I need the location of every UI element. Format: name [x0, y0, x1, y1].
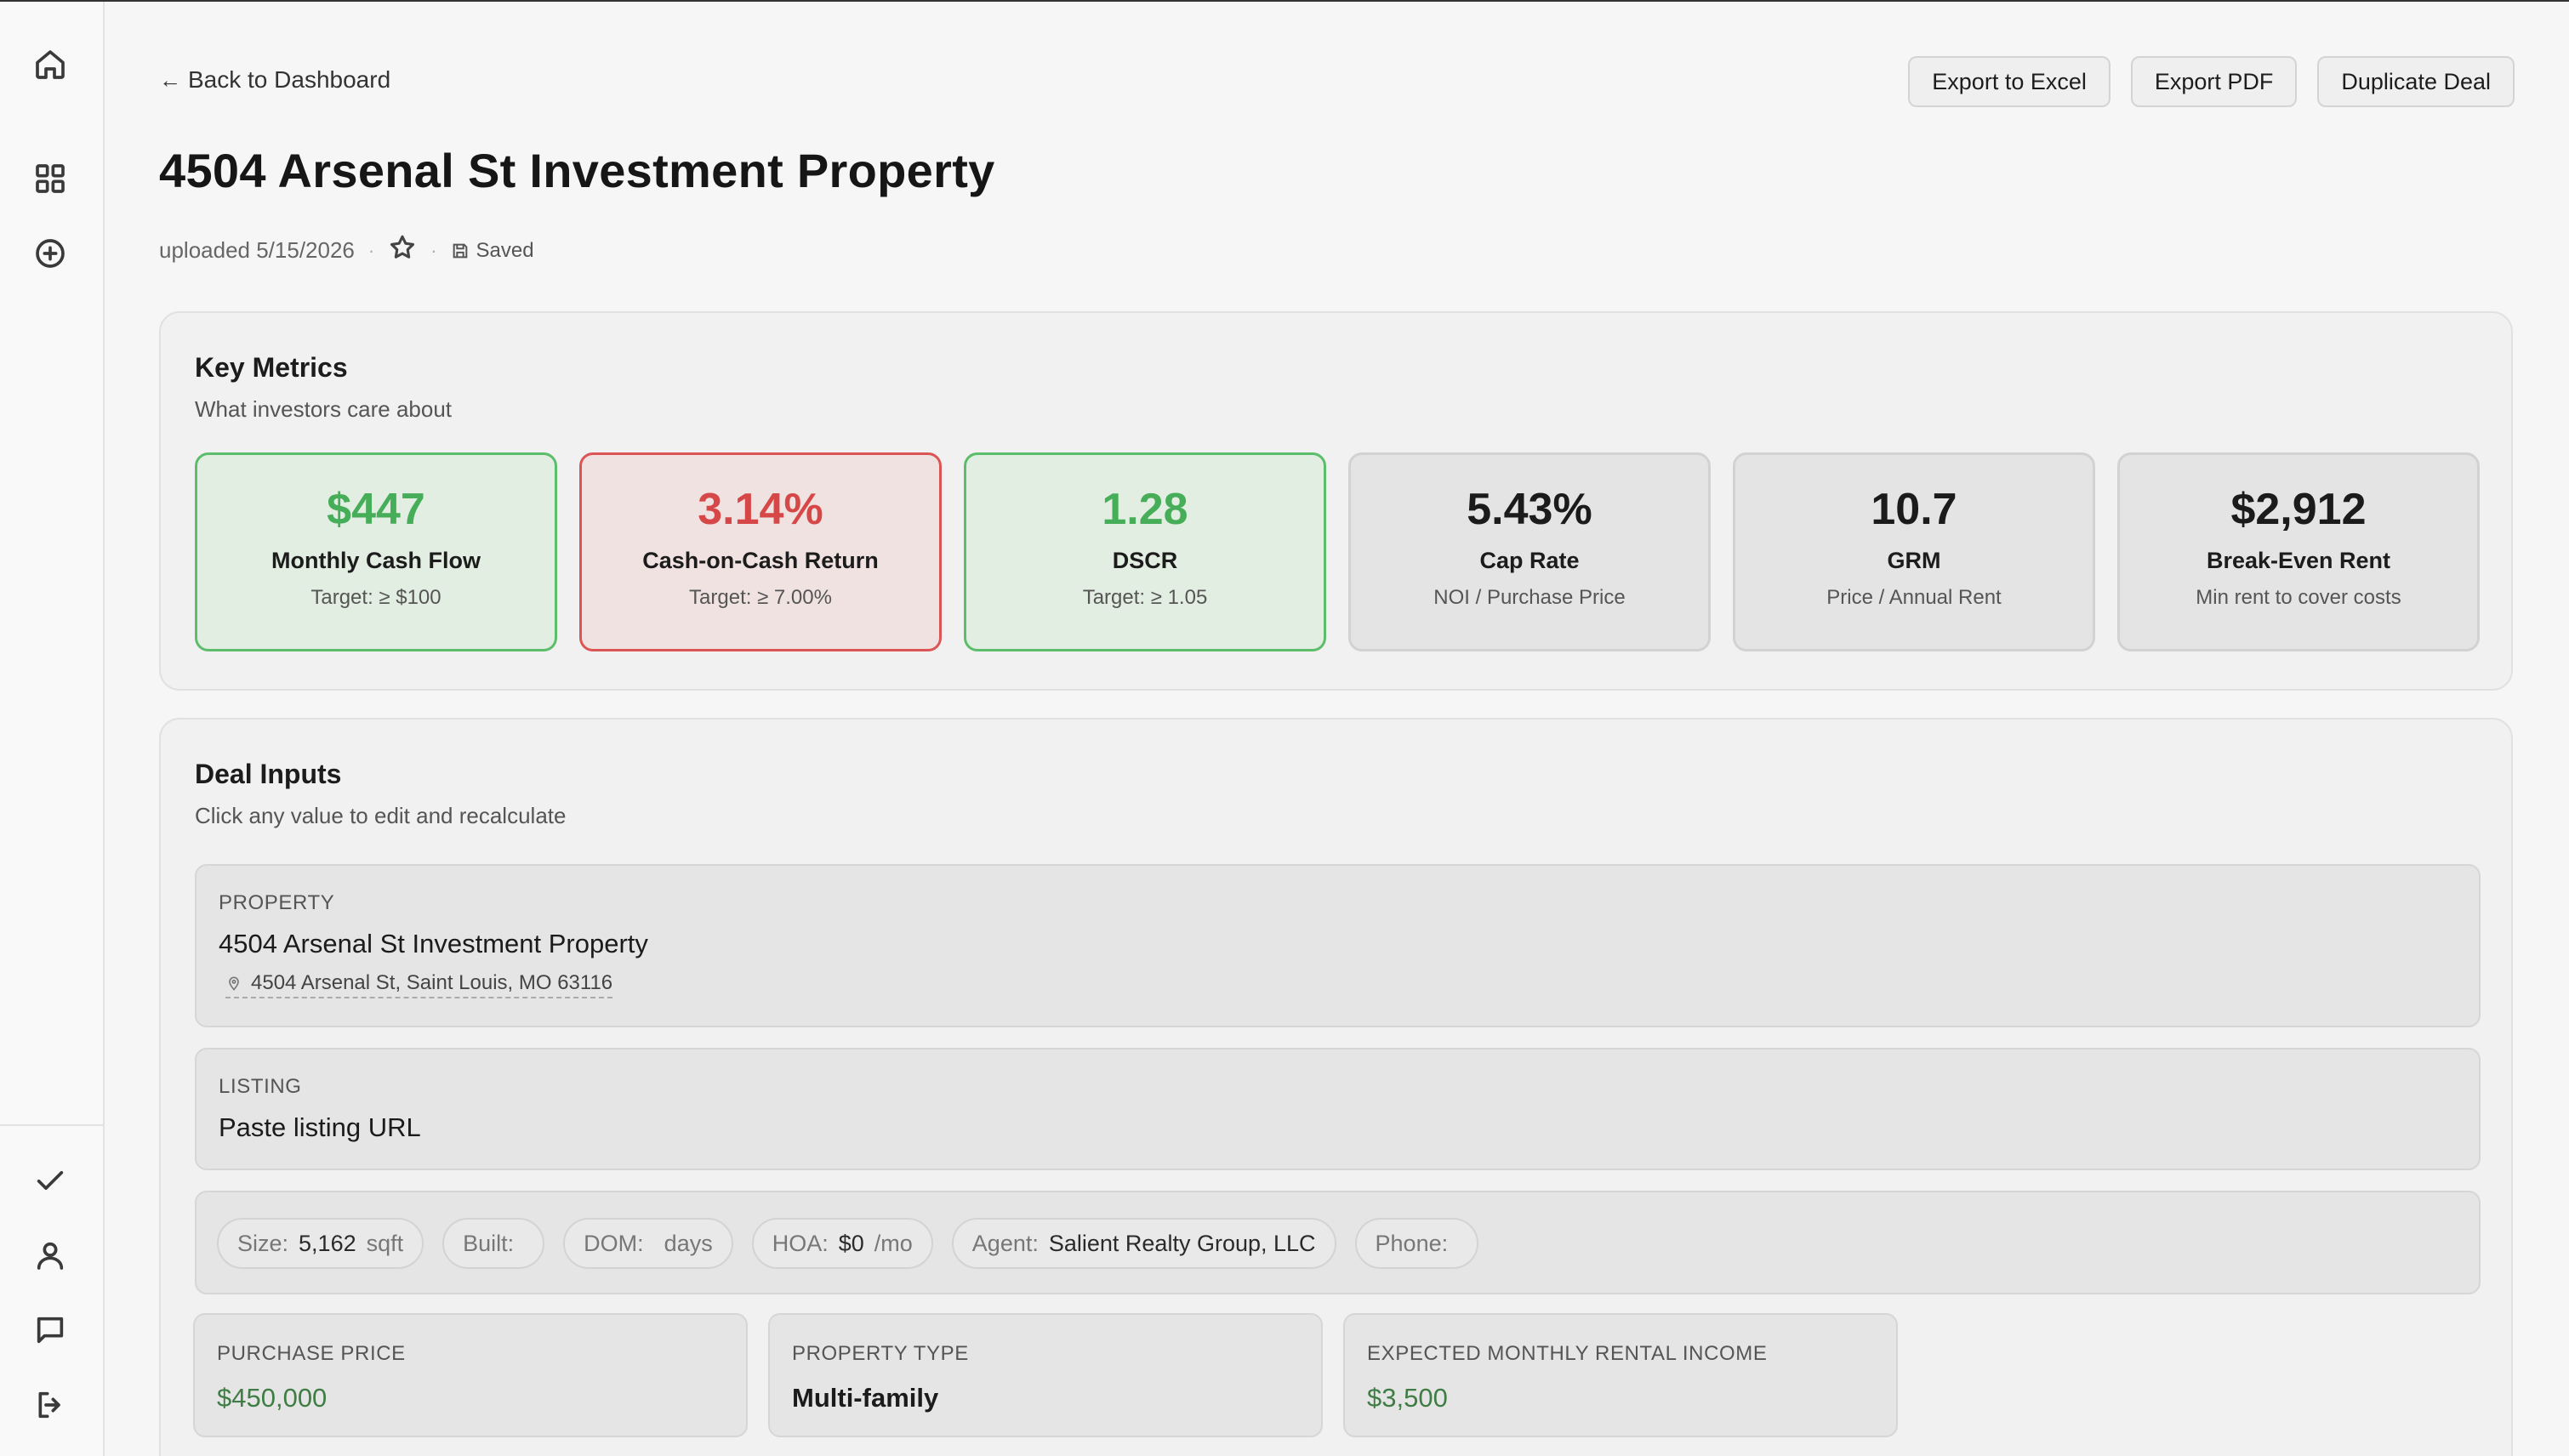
- purchase-price-value[interactable]: $450,000: [217, 1383, 328, 1413]
- separator-dot: ·: [367, 239, 375, 261]
- property-address[interactable]: 4504 Arsenal St, Saint Louis, MO 63116: [225, 971, 613, 998]
- metric-cap-rate: 5.43% Cap Rate NOI / Purchase Price: [1348, 452, 1711, 651]
- save-icon: [453, 243, 467, 258]
- metric-label: Cap Rate: [1479, 548, 1580, 574]
- metric-hint: NOI / Purchase Price: [1433, 586, 1626, 610]
- sidebar: [0, 2, 105, 1456]
- chip-label: Phone:: [1375, 1230, 1449, 1256]
- map-pin-icon: [229, 976, 239, 991]
- chip-label: HOA:: [772, 1230, 829, 1256]
- chip-value: Salient Realty Group, LLC: [1048, 1230, 1316, 1256]
- property-label: PROPERTY: [219, 891, 335, 914]
- saved-label: Saved: [476, 238, 534, 262]
- metric-label: Break-Even Rent: [2206, 548, 2391, 574]
- chip-dom[interactable]: DOM: days: [563, 1218, 733, 1269]
- duplicate-deal-button[interactable]: Duplicate Deal: [2317, 56, 2515, 107]
- rental-income-field[interactable]: EXPECTED MONTHLY RENTAL INCOME $3,500: [1343, 1313, 1898, 1437]
- chip-value: 5,162: [299, 1230, 356, 1256]
- metric-grm: 10.7 GRM Price / Annual Rent: [1733, 452, 2095, 651]
- rental-income-label: EXPECTED MONTHLY RENTAL INCOME: [1367, 1342, 1768, 1365]
- grid-icon[interactable]: [31, 160, 69, 197]
- back-to-dashboard-link[interactable]: ← Back to Dashboard: [159, 66, 390, 94]
- meta-row: uploaded 5/15/2026 · · Saved: [159, 233, 534, 268]
- chip-label: Built:: [463, 1230, 515, 1256]
- chip-label: DOM:: [584, 1230, 644, 1256]
- check-icon[interactable]: [31, 1162, 69, 1199]
- metric-label: GRM: [1887, 548, 1941, 574]
- property-field[interactable]: PROPERTY 4504 Arsenal St Investment Prop…: [195, 864, 2481, 1027]
- header-actions: Export to Excel Export PDF Duplicate Dea…: [1908, 56, 2515, 107]
- metric-label: Monthly Cash Flow: [271, 548, 481, 574]
- chip-agent[interactable]: Agent: Salient Realty Group, LLC: [951, 1218, 1336, 1269]
- metric-value: $447: [327, 485, 425, 534]
- main-content: ← Back to Dashboard Export to Excel Expo…: [105, 2, 2569, 1456]
- purchase-price-field[interactable]: PURCHASE PRICE $450,000: [193, 1313, 748, 1437]
- property-type-value[interactable]: Multi-family: [792, 1383, 939, 1413]
- chip-suffix: sqft: [366, 1230, 404, 1256]
- chip-built[interactable]: Built:: [442, 1218, 545, 1269]
- metric-hint: Min rent to cover costs: [2196, 586, 2401, 610]
- listing-url-input[interactable]: Paste listing URL: [219, 1112, 421, 1142]
- listing-field[interactable]: LISTING Paste listing URL: [195, 1048, 2481, 1170]
- metric-value: 1.28: [1102, 485, 1188, 534]
- property-type-label: PROPERTY TYPE: [792, 1342, 969, 1365]
- logout-icon[interactable]: [31, 1386, 69, 1424]
- metric-value: 5.43%: [1467, 485, 1592, 534]
- user-icon[interactable]: [31, 1237, 69, 1274]
- metric-hint: Target: ≥ $100: [310, 586, 441, 610]
- metric-hint: Price / Annual Rent: [1826, 586, 2002, 610]
- window-top-border: [0, 0, 2569, 2]
- metric-value: 3.14%: [698, 485, 823, 534]
- deal-inputs-card: Deal Inputs Click any value to edit and …: [159, 718, 2513, 1456]
- key-metrics-subtitle: What investors care about: [195, 396, 453, 422]
- metric-hint: Target: ≥ 7.00%: [689, 586, 832, 610]
- chip-size[interactable]: Size: 5,162 sqft: [217, 1218, 424, 1269]
- chip-value: $0: [838, 1230, 864, 1256]
- property-name[interactable]: 4504 Arsenal St Investment Property: [219, 929, 648, 958]
- chip-phone[interactable]: Phone:: [1354, 1218, 1479, 1269]
- deal-inputs-subtitle: Click any value to edit and recalculate: [195, 803, 567, 828]
- metric-value: 10.7: [1871, 485, 1957, 534]
- property-type-field[interactable]: PROPERTY TYPE Multi-family: [768, 1313, 1323, 1437]
- plus-circle-icon[interactable]: [31, 235, 69, 272]
- key-metrics-title: Key Metrics: [195, 352, 348, 383]
- metric-hint: Target: ≥ 1.05: [1082, 586, 1208, 610]
- arrow-left-icon: ←: [159, 66, 181, 93]
- metric-cash-on-cash-return: 3.14% Cash-on-Cash Return Target: ≥ 7.00…: [579, 452, 942, 651]
- export-pdf-button[interactable]: Export PDF: [2130, 56, 2298, 107]
- metric-value: $2,912: [2230, 485, 2367, 534]
- metric-label: DSCR: [1112, 548, 1178, 574]
- separator-dot: ·: [430, 239, 437, 261]
- sidebar-divider: [0, 1124, 105, 1126]
- listing-details-row: Size: 5,162 sqft Built: DOM: days HOA: $…: [195, 1191, 2481, 1294]
- address-text: 4504 Arsenal St, Saint Louis, MO 63116: [251, 971, 613, 994]
- page-title: 4504 Arsenal St Investment Property: [159, 144, 995, 197]
- chip-suffix: /mo: [874, 1230, 913, 1256]
- metrics-row: $447 Monthly Cash Flow Target: ≥ $100 3.…: [195, 452, 2480, 651]
- metric-label: Cash-on-Cash Return: [642, 548, 879, 574]
- key-metrics-card: Key Metrics What investors care about $4…: [159, 311, 2513, 691]
- chip-hoa[interactable]: HOA: $0 /mo: [751, 1218, 933, 1269]
- metric-monthly-cash-flow: $447 Monthly Cash Flow Target: ≥ $100: [195, 452, 557, 651]
- chip-label: Size:: [237, 1230, 289, 1256]
- rental-income-value[interactable]: $3,500: [1367, 1383, 1448, 1413]
- listing-label: LISTING: [219, 1075, 302, 1098]
- back-link-label: Back to Dashboard: [188, 66, 391, 93]
- metric-dscr: 1.28 DSCR Target: ≥ 1.05: [964, 452, 1326, 651]
- message-icon[interactable]: [31, 1311, 69, 1349]
- saved-status: Saved: [451, 239, 534, 263]
- chip-suffix: days: [664, 1230, 713, 1256]
- home-icon[interactable]: [31, 46, 69, 83]
- star-icon[interactable]: [388, 233, 417, 268]
- metric-break-even-rent: $2,912 Break-Even Rent Min rent to cover…: [2117, 452, 2480, 651]
- detail-chips: Size: 5,162 sqft Built: DOM: days HOA: $…: [217, 1218, 1479, 1269]
- chip-label: Agent:: [971, 1230, 1039, 1256]
- export-excel-button[interactable]: Export to Excel: [1908, 56, 2110, 107]
- purchase-price-label: PURCHASE PRICE: [217, 1342, 406, 1365]
- uploaded-date: uploaded 5/15/2026: [159, 237, 355, 263]
- deal-inputs-title: Deal Inputs: [195, 759, 342, 789]
